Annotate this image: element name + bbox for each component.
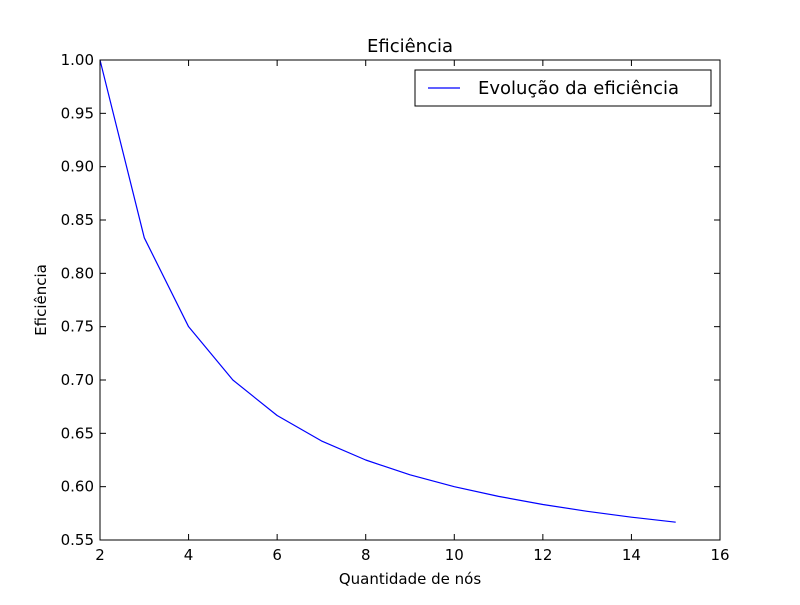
x-tick-label: 12 [533,546,552,564]
legend-label: Evolução da eficiência [478,78,679,99]
y-tick-label: 0.65 [61,424,94,442]
y-tick-label: 0.55 [61,531,94,549]
legend-box [414,69,712,107]
plot-frame [99,59,721,541]
y-axis-ticks: 0.55 0.60 0.65 0.70 0.75 0.80 0.85 0.90 0.95 1.00 [61,51,720,549]
y-tick-label: 0.75 [61,318,94,336]
x-axis-label: Quantidade de nós [339,570,481,588]
plot-background [100,60,720,540]
y-tick-label: 0.90 [61,158,94,176]
x-tick-label: 2 [95,546,105,564]
chart-title: Eficiência [367,36,453,57]
x-tick-label: 8 [361,546,371,564]
legend: Evolução da eficiência [414,69,712,107]
y-tick-label: 0.95 [61,104,94,122]
x-tick-label: 6 [272,546,282,564]
series-line [99,59,676,523]
y-tick-label: 0.85 [61,211,94,229]
x-tick-label: 16 [710,546,729,564]
series-layer [99,59,676,523]
x-axis-ticks: 2 4 6 8 10 12 14 16 [95,60,730,564]
y-tick-label: 0.80 [61,264,94,282]
x-tick-label: 10 [445,546,464,564]
y-tick-label: 0.70 [61,371,94,389]
y-tick-label: 0.60 [61,478,94,496]
y-axis-label: Eficiência [32,264,50,336]
x-tick-label: 14 [622,546,641,564]
y-tick-label: 1.00 [61,51,94,69]
x-tick-label: 4 [184,546,194,564]
